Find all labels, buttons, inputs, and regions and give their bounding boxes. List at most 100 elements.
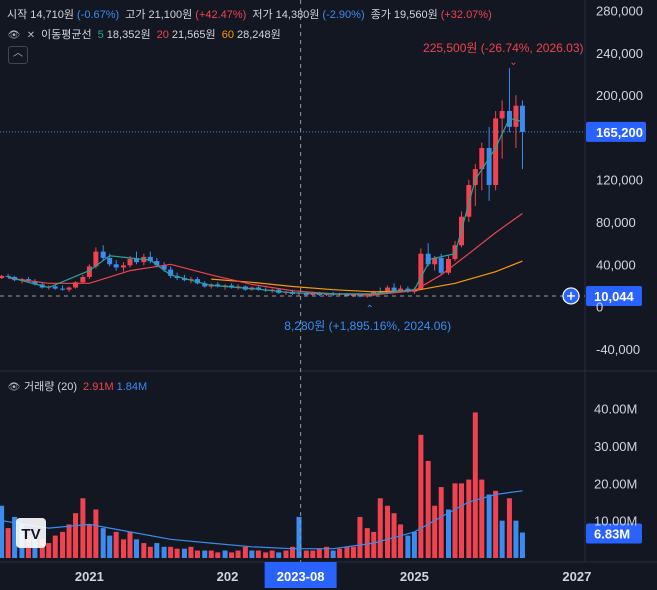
volume-tick-label: 40.00M <box>594 402 637 417</box>
logo-bg <box>16 518 46 548</box>
candle <box>168 266 174 279</box>
volume-bar <box>80 498 86 558</box>
high-annotation: 225,500원 (-26.74%, 2026.03) <box>423 41 583 55</box>
low-value: 14,380원 <box>275 9 320 21</box>
high-label: 고가 <box>125 9 146 21</box>
volume-title: 거래량 (20) <box>24 381 77 393</box>
volume-bar <box>242 546 248 558</box>
time-tick-label: 2025 <box>400 569 429 584</box>
volume-bar <box>134 539 139 558</box>
volume-bar <box>255 550 261 558</box>
add-alert-plus-icon[interactable] <box>562 287 580 305</box>
volume-bar <box>350 546 356 558</box>
volume-bar <box>222 550 228 558</box>
candle <box>303 291 309 296</box>
volume-bar <box>235 550 241 558</box>
open-label: 시작 <box>7 9 28 21</box>
candle-body <box>161 265 167 270</box>
candle-body <box>32 281 38 285</box>
low-change: (-2.90%) <box>322 9 365 21</box>
volume-bar <box>411 531 417 558</box>
candle-body <box>324 293 330 295</box>
candle <box>134 251 139 265</box>
volume-bar <box>168 546 174 558</box>
candle <box>93 247 99 269</box>
volume-bar <box>215 552 221 558</box>
candle-body <box>391 287 397 291</box>
candle-body <box>486 148 492 185</box>
candle-body <box>107 257 113 265</box>
volume-bar <box>5 528 11 558</box>
volume-bar <box>283 550 289 558</box>
logo-mark: TV <box>21 526 40 543</box>
ma20-line <box>8 213 523 296</box>
price-tick-label: 200,000 <box>596 88 643 103</box>
volume-bar <box>425 460 431 558</box>
volume-bar <box>479 479 485 558</box>
volume-bar <box>290 546 295 558</box>
candle <box>513 95 519 148</box>
volume-bar <box>438 487 444 558</box>
volume-bar <box>506 498 512 558</box>
volume-bar <box>269 550 275 558</box>
candle-body <box>425 253 431 265</box>
candle-body <box>493 118 499 185</box>
candle-body <box>344 293 350 296</box>
close-icon[interactable]: ✕ <box>26 30 36 41</box>
candle-body <box>466 185 472 217</box>
price-tick-label: 280,000 <box>596 4 643 19</box>
crosshair-price-label: 10,044 <box>594 289 635 304</box>
close-value: 19,560원 <box>393 9 438 21</box>
price-tick-label: 0 <box>596 300 603 315</box>
volume-bar <box>276 552 282 558</box>
eye-icon[interactable]: 👁 <box>7 382 21 393</box>
open-value: 14,710원 <box>30 9 75 21</box>
candle <box>391 283 397 292</box>
current-price-label: 165,200 <box>596 125 643 140</box>
candle-body <box>255 287 261 290</box>
volume-bar <box>493 490 499 558</box>
time-tick-label: 2027 <box>562 569 591 584</box>
volume-bar <box>499 520 505 558</box>
close-change: (+32.07%) <box>440 9 492 21</box>
candle-body <box>513 105 519 127</box>
candle <box>479 142 485 191</box>
price-tick-label: -40,000 <box>596 342 640 357</box>
candle-body <box>377 291 383 293</box>
volume-bar <box>263 552 269 558</box>
volume-bar <box>486 494 492 558</box>
ma60-period: 60 <box>221 29 234 41</box>
volume-bar <box>93 509 99 558</box>
price-tick-label: 120,000 <box>596 173 643 188</box>
eye-icon[interactable]: 👁 <box>7 30 21 41</box>
candle-body <box>0 275 5 279</box>
volume-bar <box>0 505 5 558</box>
volume-current-label: 6.83M <box>594 527 630 542</box>
ma-legend: 👁 ✕ 이동평균선 5 18,352원 20 21,565원 60 28,248원 <box>7 26 284 42</box>
candle-body <box>168 269 174 276</box>
volume-bar <box>296 516 302 558</box>
volume-tick-label: 20.00M <box>594 476 637 491</box>
volume-bar <box>432 505 438 558</box>
candle <box>194 276 200 285</box>
collapse-chevron-icon[interactable]: ︿ <box>8 46 28 64</box>
volume-bar <box>459 483 464 558</box>
ma60-line <box>211 260 523 293</box>
candle <box>418 248 424 290</box>
volume-current-badge <box>586 523 642 544</box>
candle-body <box>432 257 438 265</box>
open-change: (-0.67%) <box>77 9 120 21</box>
close-label: 종가 <box>370 9 391 21</box>
volume-bar <box>344 546 350 558</box>
volume-bar <box>446 509 451 558</box>
candle <box>486 126 492 201</box>
high-marker: ⌄ <box>509 57 517 68</box>
volume-bar <box>513 520 519 558</box>
candle <box>202 281 208 288</box>
candle <box>66 286 72 292</box>
ma-title: 이동평균선 <box>41 29 92 41</box>
candle-body <box>52 286 58 289</box>
volume-value-2: 1.84M <box>116 381 148 393</box>
candle <box>0 274 5 280</box>
